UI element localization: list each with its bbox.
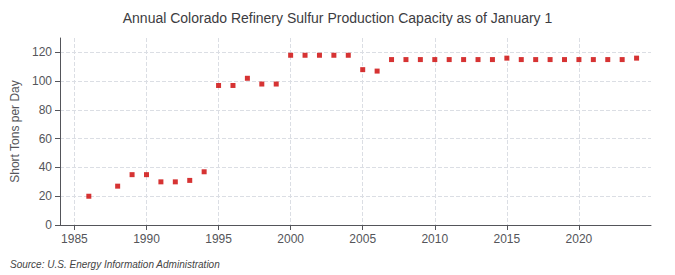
svg-text:100: 100 xyxy=(32,74,52,88)
svg-text:1990: 1990 xyxy=(133,232,160,246)
svg-text:2000: 2000 xyxy=(277,232,304,246)
svg-text:0: 0 xyxy=(45,218,52,232)
svg-text:120: 120 xyxy=(32,45,52,59)
svg-text:80: 80 xyxy=(39,103,53,117)
svg-text:20: 20 xyxy=(39,189,53,203)
svg-text:Source: U.S. Energy Informatio: Source: U.S. Energy Information Administ… xyxy=(10,259,220,270)
svg-text:Short Tons per Day: Short Tons per Day xyxy=(8,80,22,183)
svg-text:2015: 2015 xyxy=(494,232,521,246)
svg-text:Annual Colorado Refinery Sulfu: Annual Colorado Refinery Sulfur Producti… xyxy=(123,10,553,26)
svg-text:1985: 1985 xyxy=(61,232,88,246)
svg-text:2005: 2005 xyxy=(349,232,376,246)
svg-text:2020: 2020 xyxy=(566,232,593,246)
svg-text:2010: 2010 xyxy=(421,232,448,246)
svg-text:60: 60 xyxy=(39,132,53,146)
svg-text:40: 40 xyxy=(39,160,53,174)
svg-text:1995: 1995 xyxy=(205,232,232,246)
